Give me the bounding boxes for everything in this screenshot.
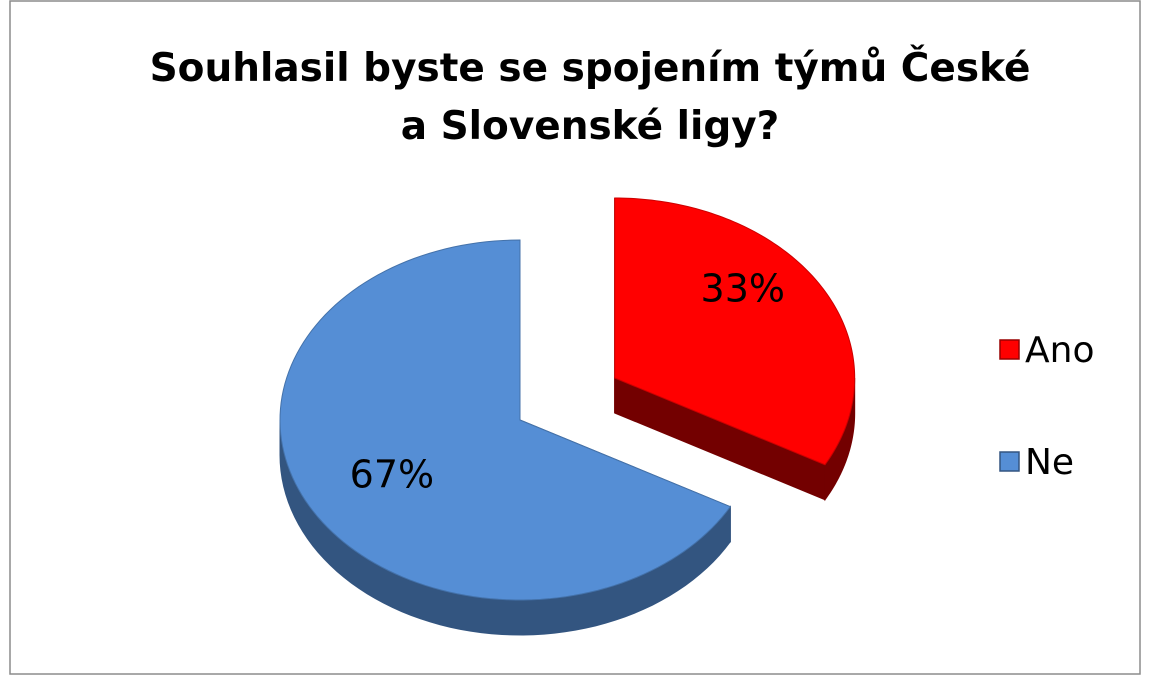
data-label: 33% bbox=[701, 267, 785, 311]
data-label: 67% bbox=[350, 452, 434, 496]
chart-title: Souhlasil byste se spojením týmů České a… bbox=[149, 46, 1031, 149]
legend-swatch bbox=[999, 451, 1020, 472]
legend-label: Ano bbox=[1025, 330, 1094, 371]
pie-slice bbox=[279, 239, 732, 601]
legend-swatch bbox=[999, 339, 1020, 360]
legend-label: Ne bbox=[1025, 442, 1074, 483]
pie-slice bbox=[614, 197, 856, 466]
